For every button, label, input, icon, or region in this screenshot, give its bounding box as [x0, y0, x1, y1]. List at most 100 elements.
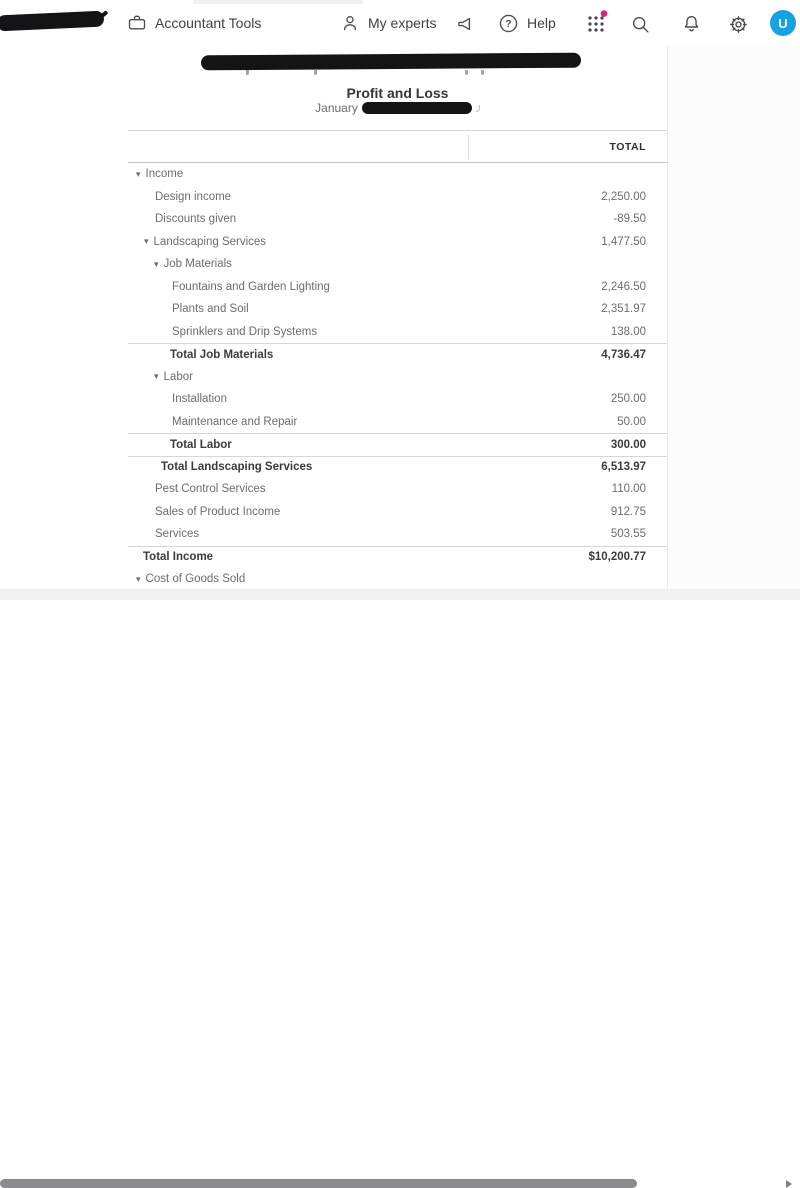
- redaction-scribble: [0, 10, 105, 32]
- announcements-button[interactable]: [454, 12, 474, 36]
- profit-and-loss-report: Profit and Loss January TOTAL ▾ Income Des…: [128, 45, 667, 591]
- collapse-arrow-icon[interactable]: ▾: [136, 573, 141, 584]
- report-rows: ▾ Income Design income 2,250.00 Discounts gi…: [128, 163, 667, 591]
- report-right-margin: [667, 45, 800, 589]
- report-row: Total Labor 300.00: [128, 433, 667, 456]
- gear-icon: [730, 15, 747, 33]
- top-navigation-bar: Accountant Tools My experts ? Help: [0, 0, 800, 45]
- collapse-arrow-icon[interactable]: ▾: [136, 168, 141, 179]
- row-label: Income: [145, 168, 184, 181]
- help-label: Help: [527, 15, 556, 31]
- briefcase-icon: [128, 15, 146, 30]
- megaphone-icon: [458, 17, 471, 31]
- row-value: 503.55: [610, 528, 646, 541]
- letter-descender: [314, 70, 317, 75]
- row-label: Sprinklers and Drip Systems: [172, 325, 318, 338]
- date-redaction: [361, 102, 472, 114]
- accountant-tools-label: Accountant Tools: [155, 15, 262, 31]
- report-row: Total Landscaping Services 6,513.97: [128, 455, 667, 479]
- report-row: Design income 2,250.00: [128, 186, 667, 209]
- report-row[interactable]: ▾ Labor: [128, 366, 667, 389]
- row-label: Sales of Product Income: [155, 505, 281, 518]
- apps-grid-button[interactable]: [584, 10, 608, 34]
- collapse-arrow-icon[interactable]: ▾: [154, 258, 159, 269]
- top-edge-artifact: [193, 0, 363, 4]
- date-visible-text: January: [315, 101, 358, 115]
- report-row: Installation 250.00: [128, 388, 667, 411]
- column-divider: [468, 135, 469, 159]
- settings-button[interactable]: [728, 12, 749, 36]
- row-label: Discounts given: [155, 213, 237, 226]
- row-label: Total Labor: [170, 438, 232, 451]
- row-value: 6,513.97: [601, 461, 646, 474]
- report-row[interactable]: ▾ Cost of Goods Sold: [128, 568, 667, 591]
- row-value: 2,250.00: [601, 190, 646, 203]
- scrollbar-right-arrow-icon[interactable]: [786, 1180, 792, 1188]
- user-avatar[interactable]: U: [770, 10, 796, 36]
- row-value: 110.00: [611, 483, 646, 496]
- row-label: Maintenance and Repair: [172, 415, 298, 428]
- row-value: 50.00: [617, 415, 646, 428]
- row-label: Installation: [172, 393, 227, 406]
- my-experts-label: My experts: [368, 15, 437, 31]
- report-row: Services 503.55: [128, 523, 667, 546]
- help-icon: ?: [499, 14, 518, 32]
- row-value: 250.00: [610, 393, 646, 406]
- report-row[interactable]: ▾ Job Materials: [128, 253, 667, 276]
- bell-icon: [684, 15, 699, 32]
- report-row: Maintenance and Repair 50.00: [128, 411, 667, 434]
- row-value: 2,246.50: [601, 280, 646, 293]
- search-button[interactable]: [630, 12, 651, 36]
- table-header-row: TOTAL: [128, 130, 667, 163]
- row-label: Total Landscaping Services: [161, 461, 313, 474]
- notification-badge-dot: [600, 10, 608, 17]
- report-row: Total Job Materials 4,736.47: [128, 343, 667, 366]
- row-label: Fountains and Garden Lighting: [172, 280, 330, 293]
- row-value: 138.00: [610, 325, 646, 338]
- row-value: 2,351.97: [601, 303, 646, 316]
- letter-descender: [246, 70, 249, 75]
- search-icon: [632, 16, 649, 33]
- collapse-arrow-icon[interactable]: ▾: [154, 371, 159, 382]
- row-label: Job Materials: [163, 258, 232, 271]
- total-column-header: TOTAL: [609, 141, 646, 153]
- user-avatar-initial: U: [778, 15, 788, 31]
- row-value: 4,736.47: [601, 348, 646, 361]
- apps-grid-icon: [588, 10, 608, 32]
- report-title: Profit and Loss: [346, 85, 449, 101]
- report-date-range: January: [128, 101, 667, 115]
- report-row: Sprinklers and Drip Systems 138.00: [128, 321, 667, 344]
- row-label: Landscaping Services: [153, 235, 267, 248]
- report-row: Pest Control Services 110.00: [128, 478, 667, 501]
- notifications-button[interactable]: [681, 11, 702, 35]
- row-label: Cost of Goods Sold: [145, 573, 246, 586]
- report-row: Total Income $10,200.77: [128, 545, 667, 569]
- row-value: $10,200.77: [588, 551, 646, 564]
- row-label: Total Job Materials: [170, 348, 274, 361]
- svg-text:?: ?: [505, 19, 511, 30]
- accountant-tools-button[interactable]: Accountant Tools: [127, 11, 261, 35]
- letter-descender: [481, 70, 484, 75]
- collapse-arrow-icon[interactable]: ▾: [144, 236, 149, 247]
- report-row: Fountains and Garden Lighting 2,246.50: [128, 276, 667, 299]
- row-label: Labor: [163, 370, 193, 383]
- letter-descender: [465, 70, 468, 75]
- report-row: Discounts given -89.50: [128, 208, 667, 231]
- row-value: 1,477.50: [601, 235, 646, 248]
- horizontal-scrollbar-track[interactable]: [0, 589, 800, 1188]
- letter-remnant: [475, 104, 480, 112]
- row-label: Pest Control Services: [155, 483, 266, 496]
- help-button[interactable]: ? Help: [498, 11, 556, 35]
- horizontal-scrollbar-thumb[interactable]: [0, 1179, 637, 1188]
- my-experts-button[interactable]: My experts: [340, 11, 436, 35]
- row-value: 912.75: [610, 505, 646, 518]
- report-row[interactable]: ▾ Income: [128, 163, 667, 186]
- report-row: Plants and Soil 2,351.97: [128, 298, 667, 321]
- report-row[interactable]: ▾ Landscaping Services 1,477.50: [128, 231, 667, 254]
- row-label: Design income: [155, 190, 232, 203]
- row-value: 300.00: [610, 438, 646, 451]
- company-name-redaction: [200, 52, 582, 71]
- row-label: Total Income: [143, 551, 214, 564]
- row-label: Services: [155, 528, 200, 541]
- row-label: Plants and Soil: [172, 303, 249, 316]
